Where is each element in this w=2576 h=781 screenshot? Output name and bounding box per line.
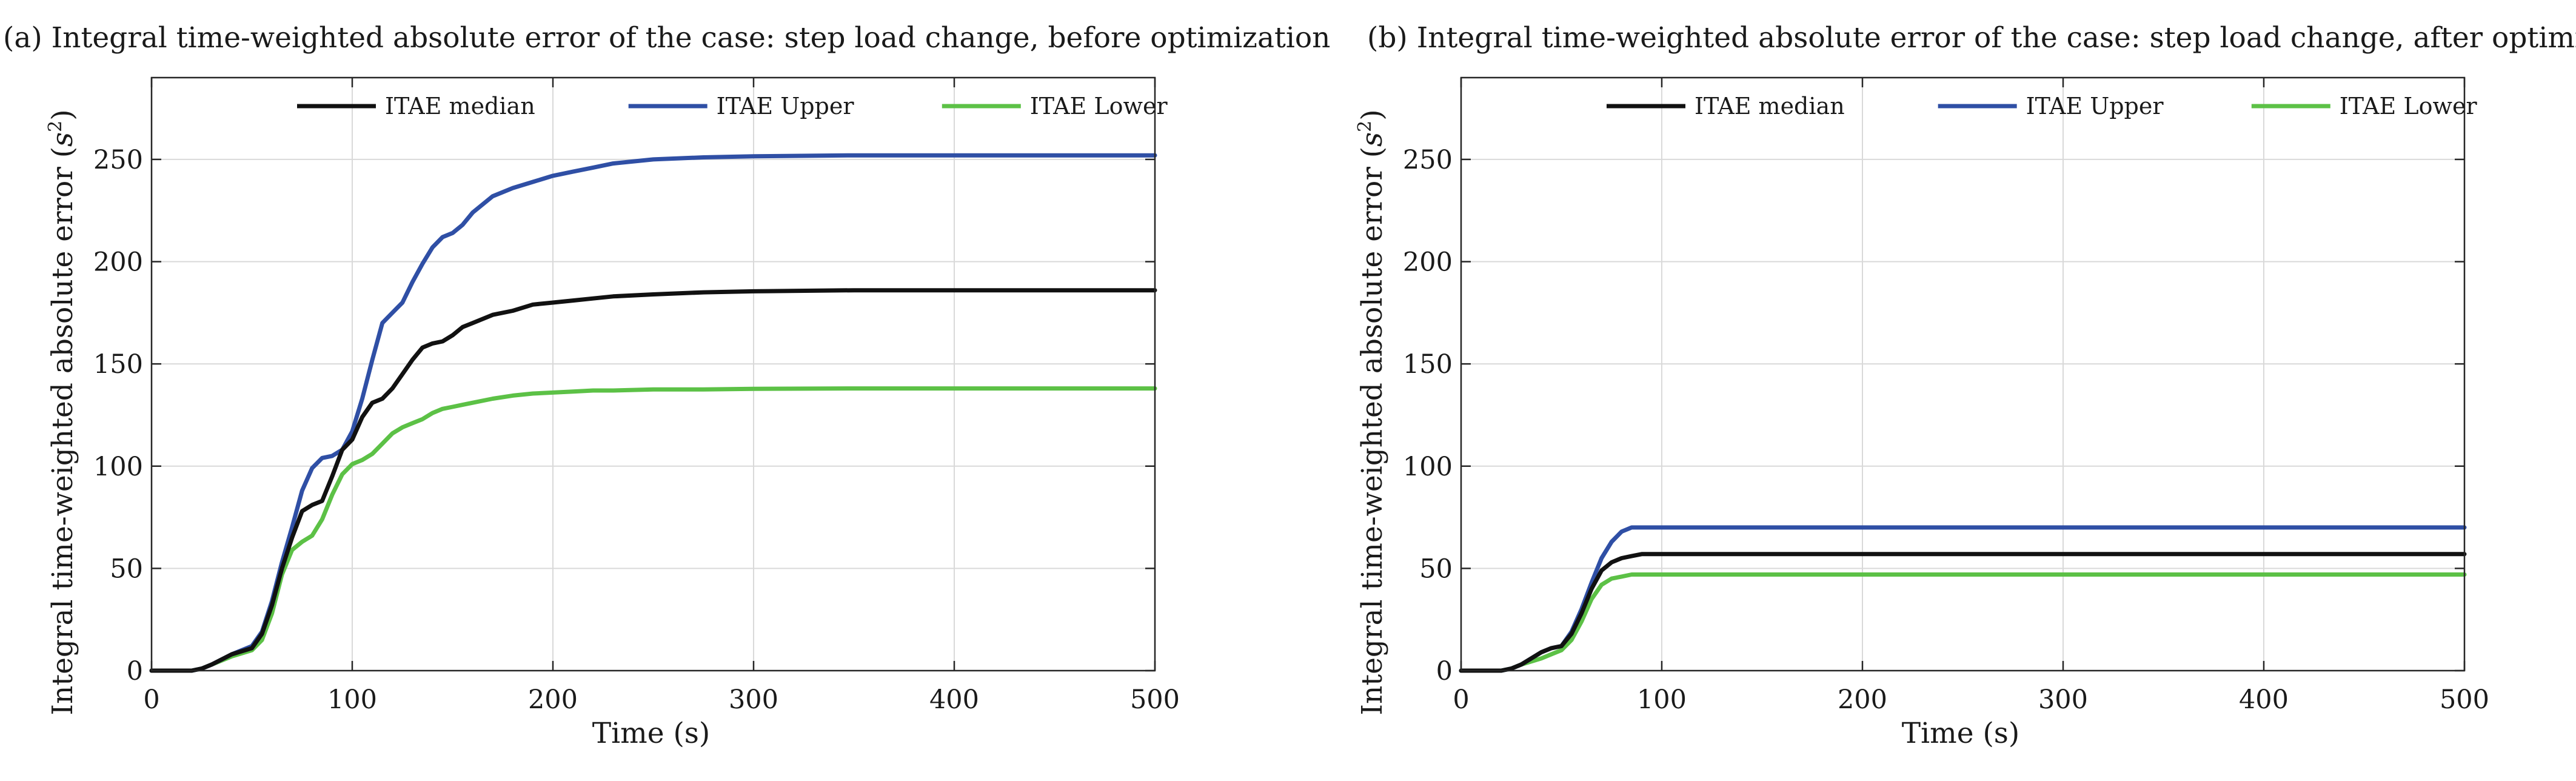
y-axis-label-text: Integral time-weighted absolute error (1356, 167, 1389, 716)
legend-label: ITAE median (385, 93, 535, 119)
plot-frame (1460, 76, 2466, 672)
y-tick-label: 150 (1403, 349, 1453, 380)
y-axis-label-unit-exp: 2 (45, 121, 66, 132)
y-tick-label: 200 (1403, 247, 1453, 278)
x-axis-label: Time (s) (1902, 717, 2020, 750)
plot-frame (150, 76, 1156, 672)
x-tick-label: 100 (1637, 685, 1687, 715)
x-tick-label: 500 (2440, 685, 2489, 715)
x-tick-label: 300 (729, 685, 778, 715)
series-line-itae-upper (1459, 525, 2467, 673)
gridlines (152, 78, 1155, 671)
y-tick-label: 50 (110, 554, 143, 584)
y-axis-label-unit-exp: 2 (1354, 121, 1376, 132)
legend-label: ITAE Lower (1030, 93, 1168, 119)
x-tick-label: 0 (1453, 685, 1469, 715)
chart-panel-b: (b) Integral time-weighted absolute erro… (1354, 21, 2576, 750)
y-tick-label: 100 (1403, 452, 1453, 482)
legend-label: ITAE Upper (2026, 93, 2164, 119)
x-tick-label: 200 (1838, 685, 1887, 715)
y-axis-label-unit: s (1356, 132, 1389, 147)
series-layer (1459, 525, 2467, 673)
x-tick-label: 0 (143, 685, 159, 715)
y-axis-label-unit: s (46, 132, 79, 147)
y-axis-label: Integral time-weighted absolute error (s… (45, 109, 79, 715)
legend-label: ITAE Upper (717, 93, 855, 119)
x-tick-label: 500 (1130, 685, 1180, 715)
series-line-itae-median (1459, 552, 2467, 673)
chart-title: (a) Integral time-weighted absolute erro… (3, 21, 1330, 55)
y-axis-label-unit-open: ( (1356, 147, 1389, 167)
legend: ITAE median ITAE Upper ITAE Lower (297, 93, 1168, 119)
x-tick-label: 200 (528, 685, 578, 715)
y-tick-label: 50 (1419, 554, 1453, 584)
y-axis-label-text: Integral time-weighted absolute error (46, 167, 79, 716)
y-axis-label-unit-open: ( (46, 147, 79, 167)
y-tick-label: 250 (1403, 145, 1453, 175)
y-axis-label-unit-close: ) (46, 109, 79, 120)
tick-layer: 0 100 200 300 400 500 0 50 100 150 200 250 (1403, 78, 2489, 715)
x-tick-label: 400 (2239, 685, 2289, 715)
legend-label: ITAE Lower (2340, 93, 2478, 119)
series-line-itae-lower (149, 386, 1157, 673)
x-tick-label: 100 (327, 685, 377, 715)
y-tick-label: 0 (1436, 656, 1453, 686)
legend-label: ITAE median (1694, 93, 1845, 119)
y-tick-label: 150 (93, 349, 143, 380)
x-tick-label: 300 (2038, 685, 2088, 715)
series-layer (149, 153, 1157, 673)
chart-panel-a: (a) Integral time-weighted absolute erro… (3, 21, 1330, 750)
x-tick-label: 400 (929, 685, 979, 715)
y-tick-label: 0 (127, 656, 143, 686)
series-line-itae-lower (1459, 572, 2467, 673)
x-axis-label: Time (s) (592, 717, 711, 750)
y-axis-label-unit-close: ) (1356, 109, 1389, 120)
tick-layer: 0 100 200 300 400 500 0 50 100 150 200 250 (93, 78, 1180, 715)
legend: ITAE median ITAE Upper ITAE Lower (1607, 93, 2477, 119)
gridlines (1461, 78, 2464, 671)
y-tick-label: 100 (93, 452, 143, 482)
chart-title: (b) Integral time-weighted absolute erro… (1367, 21, 2576, 55)
y-tick-label: 200 (93, 247, 143, 278)
y-tick-label: 250 (93, 145, 143, 175)
series-line-itae-median (149, 288, 1157, 673)
series-line-itae-upper (149, 153, 1157, 673)
y-axis-label: Integral time-weighted absolute error (s… (1354, 109, 1389, 715)
